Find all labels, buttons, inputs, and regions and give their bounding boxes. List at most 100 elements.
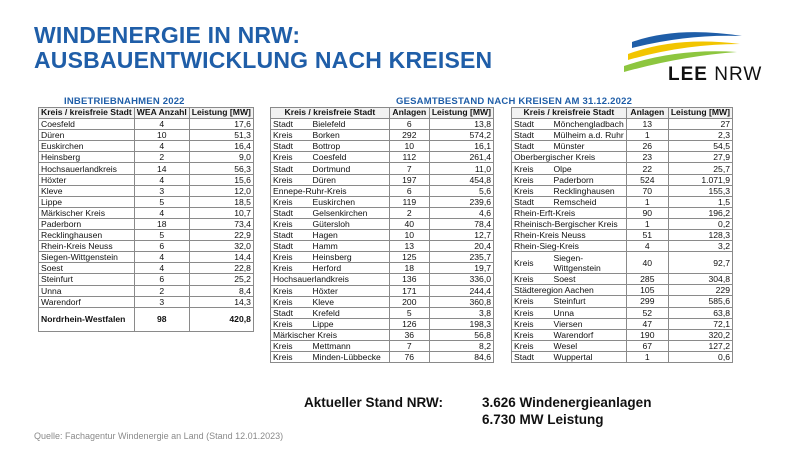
table-row: Kreis Borken 292 574,2 bbox=[270, 129, 495, 142]
leistung-cell: 84,6 bbox=[428, 351, 495, 364]
wea-cell: 4 bbox=[133, 173, 190, 186]
lee-nrw-logo-icon bbox=[624, 32, 742, 72]
kreis-cell: Kleve bbox=[310, 295, 390, 308]
kreis-cell: Herford bbox=[310, 262, 390, 275]
typ-cell: Kreis bbox=[511, 173, 552, 186]
table-row: Kreis Recklinghausen 70 155,3 bbox=[511, 184, 734, 197]
anlagen-cell: 112 bbox=[388, 151, 430, 164]
table-row: Warendorf 3 14,3 bbox=[38, 295, 254, 308]
table-row: Stadt Mülheim a.d. Ruhr 1 2,3 bbox=[511, 129, 734, 142]
table-row: Kreis Warendorf 190 320,2 bbox=[511, 328, 734, 341]
anlagen-cell: 1 bbox=[625, 129, 669, 142]
anlagen-cell: 524 bbox=[625, 173, 669, 186]
logo-text-rest: NRW bbox=[707, 64, 763, 85]
leistung-cell: 8,4 bbox=[188, 284, 254, 297]
typ-cell: Kreis bbox=[270, 317, 311, 330]
wea-cell: 4 bbox=[133, 140, 190, 153]
leistung-cell: 72,1 bbox=[667, 317, 734, 330]
kreis-cell: Recklinghausen bbox=[551, 184, 627, 197]
table-row: Kreis Mettmann 7 8,2 bbox=[270, 339, 495, 353]
kreis-cell: Unna bbox=[551, 306, 627, 319]
leistung-cell: 239,6 bbox=[428, 195, 495, 208]
kreis-cell: Münster bbox=[551, 140, 627, 153]
typ-cell: Kreis bbox=[270, 195, 311, 208]
leistung-cell: 10,7 bbox=[188, 206, 254, 219]
table-row: Städteregion Aachen 105 229 bbox=[511, 284, 734, 297]
anlagen-cell: 105 bbox=[625, 284, 669, 297]
anlagen-cell: 126 bbox=[388, 317, 430, 330]
leistung-cell: 128,3 bbox=[667, 229, 734, 242]
typ-cell: Stadt bbox=[270, 229, 311, 242]
table-row: Stadt Hagen 10 12,7 bbox=[270, 229, 495, 242]
wea-cell: 10 bbox=[133, 129, 190, 142]
kreis-cell: Lippe bbox=[38, 195, 135, 208]
typ-cell: Stadt bbox=[270, 140, 311, 153]
kreis-cell: Unna bbox=[38, 284, 135, 297]
table-row: Rhein-Sieg-Kreis 4 3,2 bbox=[511, 240, 734, 253]
typ-cell: Kreis bbox=[511, 317, 552, 330]
kreis-cell: Bielefeld bbox=[310, 118, 390, 131]
kreis-cell: Heinsberg bbox=[38, 151, 135, 164]
typ-cell: Stadt bbox=[511, 118, 552, 131]
leistung-cell: 56,3 bbox=[188, 162, 254, 175]
stand-label: Aktueller Stand NRW: bbox=[304, 395, 444, 410]
wea-cell: 18 bbox=[133, 217, 190, 231]
table-row: Kreis Gütersloh 40 78,4 bbox=[270, 217, 495, 231]
table-row: Hochsauerlandkreis 136 336,0 bbox=[270, 273, 495, 286]
leistung-cell: 0,2 bbox=[667, 217, 734, 231]
wea-cell: 4 bbox=[133, 206, 190, 219]
anlagen-cell: 10 bbox=[388, 229, 430, 242]
leistung-cell: 25,2 bbox=[188, 273, 254, 286]
header-leistung: Leistung [MW] bbox=[667, 106, 734, 120]
header-wea: WEA Anzahl bbox=[133, 106, 190, 120]
anlagen-cell: 7 bbox=[388, 339, 430, 353]
anlagen-cell: 7 bbox=[388, 162, 430, 175]
typ-cell: Kreis bbox=[270, 351, 311, 364]
wea-cell: 6 bbox=[133, 240, 190, 253]
typ-cell: Kreis bbox=[511, 339, 552, 352]
title-line-1: WINDENERGIE IN NRW: bbox=[34, 22, 301, 48]
table-row: Kreis Soest 285 304,8 bbox=[511, 273, 734, 286]
table-row: Stadt Bottrop 10 16,1 bbox=[270, 140, 495, 153]
anlagen-cell: 299 bbox=[625, 295, 669, 308]
leistung-cell: 12,0 bbox=[188, 184, 254, 197]
typ-cell: Stadt bbox=[270, 206, 311, 219]
wea-cell: 4 bbox=[133, 118, 190, 131]
anlagen-cell: 40 bbox=[388, 217, 430, 231]
kreis-cell: Recklinghausen bbox=[38, 229, 135, 242]
anlagen-cell: 51 bbox=[625, 229, 669, 242]
leistung-cell: 14,4 bbox=[188, 251, 254, 264]
bestand-table-right: Kreis / kreisfreie Stadt Anlagen Leistun… bbox=[511, 106, 734, 363]
kreis-cell: Gelsenkirchen bbox=[310, 206, 390, 219]
typ-cell: Stadt bbox=[511, 140, 552, 153]
typ-cell: Stadt bbox=[511, 129, 552, 142]
table-row: Ennepe-Ruhr-Kreis 6 5,6 bbox=[270, 184, 495, 197]
header-anlagen: Anlagen bbox=[625, 106, 669, 120]
table-row: Stadt Gelsenkirchen 2 4,6 bbox=[270, 206, 495, 219]
kreis-cell: Lippe bbox=[310, 317, 390, 330]
kreis-cell: Kleve bbox=[38, 184, 135, 197]
table-row: Rhein-Erft-Kreis 90 196,2 bbox=[511, 206, 734, 219]
leistung-cell: 18,5 bbox=[188, 195, 254, 208]
kreis-cell: Märkischer Kreis bbox=[270, 328, 390, 341]
kreis-cell: Mettmann bbox=[310, 339, 390, 353]
kreis-cell: Warendorf bbox=[38, 295, 135, 308]
table-row: Stadt Remscheid 1 1,5 bbox=[511, 195, 734, 208]
logo-text-bold: LEE bbox=[668, 64, 708, 85]
kreis-cell: Soest bbox=[551, 273, 627, 286]
kreis-cell: Wesel bbox=[551, 339, 627, 352]
table-row: Euskirchen 4 16,4 bbox=[38, 140, 254, 153]
wea-cell: 5 bbox=[133, 195, 190, 208]
leistung-cell: 19,7 bbox=[428, 262, 495, 275]
anlagen-cell: 13 bbox=[625, 118, 669, 131]
table-row: Kreis Höxter 171 244,4 bbox=[270, 284, 495, 297]
leistung-cell: 16,1 bbox=[428, 140, 495, 153]
leistung-cell: 244,4 bbox=[428, 284, 495, 297]
title-line-2: AUSBAUENTWICKLUNG NACH KREISEN bbox=[34, 47, 493, 73]
table-row: Stadt Krefeld 5 3,8 bbox=[270, 306, 495, 319]
header-leistung: Leistung [MW] bbox=[188, 106, 254, 120]
typ-cell: Kreis bbox=[270, 217, 311, 231]
wea-cell: 2 bbox=[133, 284, 190, 297]
table-row: Stadt Bielefeld 6 13,8 bbox=[270, 118, 495, 131]
table-row: Kreis Steinfurt 299 585,6 bbox=[511, 295, 734, 308]
